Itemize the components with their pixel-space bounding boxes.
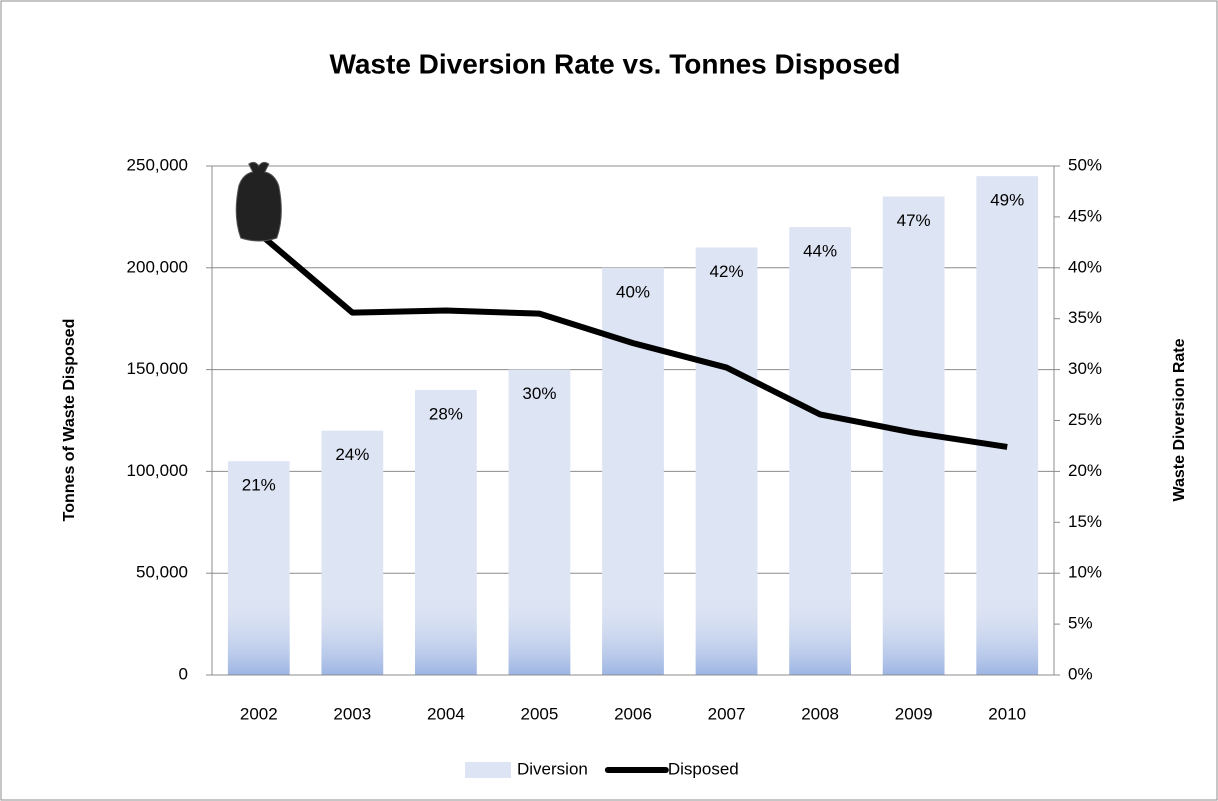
y2-tick-label: 0% <box>1068 664 1093 683</box>
y2-tick-label: 15% <box>1068 512 1102 531</box>
legend-label: Diversion <box>517 759 588 778</box>
y2-tick-label: 50% <box>1068 155 1102 174</box>
y2-tick-label: 25% <box>1068 410 1102 429</box>
x-tick-label: 2002 <box>240 704 278 723</box>
bar-shade <box>415 595 477 675</box>
y-tick-label: 150,000 <box>127 359 188 378</box>
chart: Waste Diversion Rate vs. Tonnes Disposed… <box>0 0 1218 801</box>
y2-tick-label: 30% <box>1068 359 1102 378</box>
x-tick-label: 2007 <box>708 704 746 723</box>
y2-tick-label: 35% <box>1068 308 1102 327</box>
y-axis-title: Tonnes of Waste Disposed <box>61 319 78 522</box>
y-tick-label: 200,000 <box>127 257 188 276</box>
bar-shade <box>696 595 758 675</box>
bar-shade <box>321 595 383 675</box>
x-tick-label: 2006 <box>614 704 652 723</box>
y-tick-label: 0 <box>179 664 188 683</box>
data-label: 24% <box>335 445 369 464</box>
bar-shade <box>976 595 1038 675</box>
bar-shade <box>228 595 290 675</box>
data-label: 42% <box>710 262 744 281</box>
y2-axis-title: Waste Diversion Rate <box>1171 338 1188 501</box>
y2-tick-label: 45% <box>1068 206 1102 225</box>
x-tick-label: 2010 <box>988 704 1026 723</box>
data-label: 21% <box>242 476 276 495</box>
bar-shade <box>789 595 851 675</box>
data-label: 28% <box>429 404 463 423</box>
legend-swatch <box>465 762 511 778</box>
y2-tick-label: 10% <box>1068 563 1102 582</box>
legend-label: Disposed <box>668 759 739 778</box>
chart-title: Waste Diversion Rate vs. Tonnes Disposed <box>329 48 900 79</box>
y2-tick-label: 20% <box>1068 461 1102 480</box>
bar-shade <box>602 595 664 675</box>
y2-tick-label: 40% <box>1068 257 1102 276</box>
bar-shade <box>509 595 571 675</box>
data-label: 30% <box>522 384 556 403</box>
y-tick-label: 50,000 <box>136 563 188 582</box>
data-label: 49% <box>990 191 1024 210</box>
data-label: 44% <box>803 242 837 261</box>
bar-shade <box>883 595 945 675</box>
y-tick-label: 250,000 <box>127 155 188 174</box>
x-tick-label: 2005 <box>521 704 559 723</box>
x-tick-label: 2004 <box>427 704 465 723</box>
x-tick-label: 2003 <box>333 704 371 723</box>
data-label: 47% <box>897 211 931 230</box>
y-tick-label: 100,000 <box>127 461 188 480</box>
x-tick-label: 2009 <box>895 704 933 723</box>
data-label: 40% <box>616 282 650 301</box>
x-tick-label: 2008 <box>801 704 839 723</box>
y2-tick-label: 5% <box>1068 614 1093 633</box>
